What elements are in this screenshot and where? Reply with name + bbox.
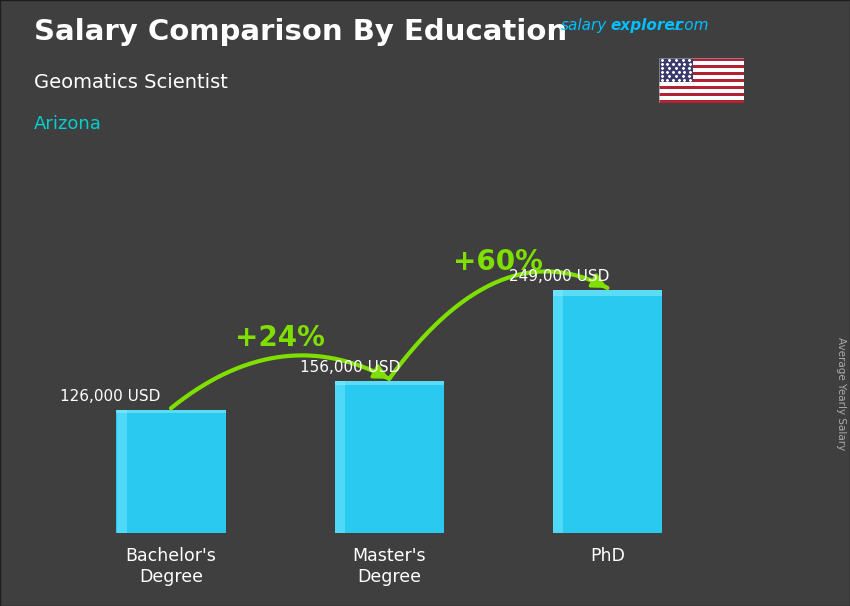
Text: Arizona: Arizona <box>34 115 102 133</box>
Bar <box>659 65 744 68</box>
Bar <box>659 82 744 85</box>
Bar <box>659 85 744 89</box>
Text: +24%: +24% <box>235 324 325 352</box>
Text: Geomatics Scientist: Geomatics Scientist <box>34 73 228 92</box>
Bar <box>335 381 444 533</box>
Bar <box>659 58 744 61</box>
Text: 249,000 USD: 249,000 USD <box>509 269 609 284</box>
Bar <box>659 89 744 93</box>
Bar <box>552 290 662 296</box>
Bar <box>659 99 744 103</box>
Bar <box>552 290 662 533</box>
Text: explorer: explorer <box>610 18 683 33</box>
Text: 126,000 USD: 126,000 USD <box>60 389 160 404</box>
Bar <box>117 410 127 533</box>
Text: Salary Comparison By Education: Salary Comparison By Education <box>34 18 567 46</box>
Bar <box>659 61 744 65</box>
Text: salary: salary <box>561 18 607 33</box>
Text: .com: .com <box>672 18 709 33</box>
Text: +60%: +60% <box>453 248 543 276</box>
Bar <box>659 79 744 82</box>
Bar <box>659 58 693 82</box>
Bar <box>335 381 444 385</box>
Text: 156,000 USD: 156,000 USD <box>300 360 400 375</box>
Bar <box>659 72 744 75</box>
Bar <box>116 410 225 413</box>
Bar <box>659 96 744 99</box>
Text: Average Yearly Salary: Average Yearly Salary <box>836 338 846 450</box>
Bar <box>116 410 225 533</box>
Bar <box>659 93 744 96</box>
Bar <box>659 75 744 79</box>
Bar <box>553 290 564 533</box>
Bar <box>659 68 744 72</box>
Bar <box>335 381 345 533</box>
